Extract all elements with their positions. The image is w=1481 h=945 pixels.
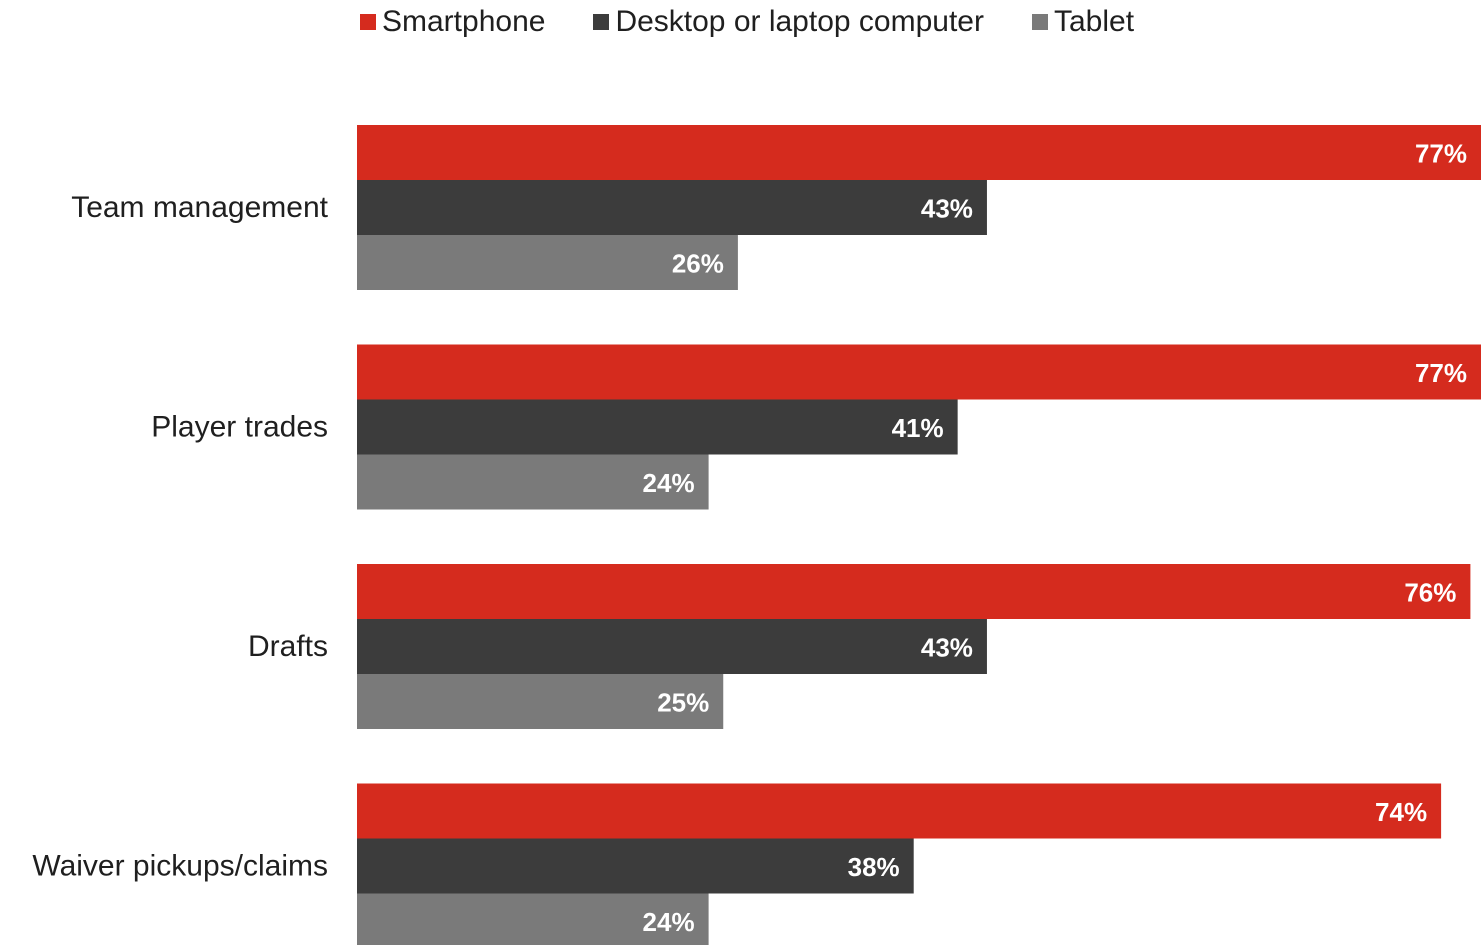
bar-smartphone-drafts (357, 564, 1471, 619)
legend-label-smartphone: Smartphone (382, 5, 546, 38)
legend-swatch-tablet (1031, 14, 1048, 30)
data-label-desktop-team-management: 43% (921, 194, 973, 224)
data-label-smartphone-player-trades: 77% (1415, 358, 1467, 388)
data-label-desktop-drafts: 43% (921, 633, 973, 663)
data-label-smartphone-team-management: 77% (1415, 139, 1467, 169)
category-label-team-management: Team management (71, 191, 328, 224)
legend-swatch-desktop (593, 14, 610, 30)
bar-desktop-waiver-pickups-claims (357, 838, 914, 894)
data-label-desktop-waiver-pickups-claims: 38% (848, 852, 900, 882)
bar-tablet-drafts (357, 674, 724, 729)
legend-label-tablet: Tablet (1053, 5, 1135, 38)
bar-desktop-team-management (357, 180, 987, 235)
data-label-desktop-player-trades: 41% (892, 413, 944, 443)
bar-smartphone-waiver-pickups-claims (357, 783, 1442, 839)
category-label-drafts: Drafts (248, 630, 328, 663)
category-label-player-trades: Player trades (151, 411, 328, 444)
legend-item-desktop: Desktop or laptop computer (593, 5, 984, 39)
category-label-waiver-pickups-claims: Waiver pickups/claims (32, 850, 328, 883)
bar-smartphone-team-management (357, 125, 1481, 180)
legend-item-smartphone: Smartphone (360, 5, 545, 39)
data-label-tablet-player-trades: 24% (643, 468, 695, 498)
legend-item-tablet: Tablet (1031, 5, 1135, 39)
bar-smartphone-player-trades (357, 344, 1481, 400)
bar-tablet-player-trades (357, 454, 709, 510)
bar-desktop-player-trades (357, 399, 958, 455)
data-label-smartphone-drafts: 76% (1404, 578, 1456, 608)
legend-swatch-smartphone (360, 14, 376, 30)
legend-label-desktop: Desktop or laptop computer (615, 5, 984, 38)
legend: Smartphone Desktop or laptop computer Ta… (360, 4, 1134, 40)
bar-desktop-drafts (357, 619, 987, 674)
data-label-tablet-team-management: 26% (672, 249, 724, 279)
bar-tablet-team-management (357, 235, 738, 290)
data-label-tablet-waiver-pickups-claims: 24% (643, 907, 695, 937)
data-label-tablet-drafts: 25% (657, 688, 709, 718)
bar-tablet-waiver-pickups-claims (357, 893, 709, 945)
data-label-smartphone-waiver-pickups-claims: 74% (1375, 797, 1427, 827)
